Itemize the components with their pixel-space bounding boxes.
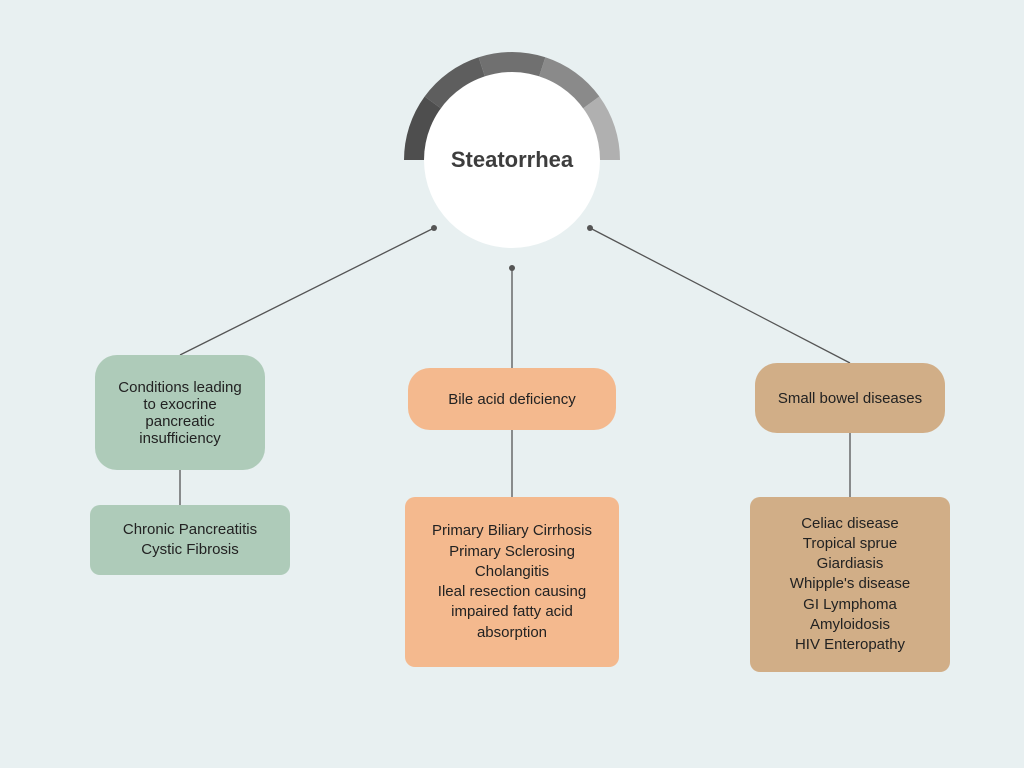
detail-pancreatic: Chronic PancreatitisCystic Fibrosis xyxy=(90,505,290,575)
root-label: Steatorrhea xyxy=(451,147,573,173)
detail-line: Tropical sprue xyxy=(803,534,897,554)
detail-line: Chronic Pancreatitis xyxy=(123,520,257,540)
detail-line: HIV Enteropathy xyxy=(795,635,905,655)
category-smallbowel: Small bowel diseases xyxy=(755,363,945,433)
detail-line: Celiac disease xyxy=(801,514,899,534)
detail-line: Giardiasis xyxy=(817,554,884,574)
category-pancreatic: Conditions leading to exocrine pancreati… xyxy=(95,355,265,470)
detail-line: Primary Biliary Cirrhosis xyxy=(432,521,592,541)
detail-line: GI Lymphoma xyxy=(803,595,897,615)
category-bile: Bile acid deficiency xyxy=(408,368,616,430)
detail-bile: Primary Biliary CirrhosisPrimary Scleros… xyxy=(405,497,619,667)
category-pancreatic-label: Conditions leading to exocrine pancreati… xyxy=(113,379,247,447)
detail-line: Whipple's disease xyxy=(790,574,910,594)
detail-line: Cystic Fibrosis xyxy=(141,540,239,560)
detail-line: Amyloidosis xyxy=(810,615,890,635)
detail-line: Ileal resection causing impaired fatty a… xyxy=(421,582,603,643)
root-node: Steatorrhea xyxy=(424,72,600,248)
category-smallbowel-label: Small bowel diseases xyxy=(778,390,922,407)
detail-line: Primary Sclerosing Cholangitis xyxy=(421,542,603,583)
category-bile-label: Bile acid deficiency xyxy=(448,391,576,408)
diagram-canvas: Steatorrhea Conditions leading to exocri… xyxy=(0,0,1024,768)
detail-smallbowel: Celiac diseaseTropical sprueGiardiasisWh… xyxy=(750,497,950,672)
